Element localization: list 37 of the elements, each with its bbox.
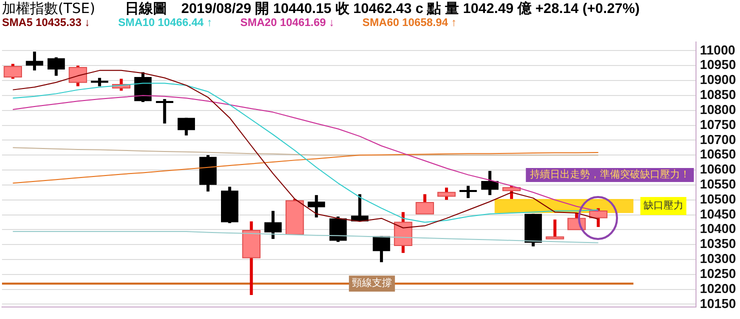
y-tick-label: 11000 [700,42,736,58]
y-tick-label: 10400 [700,221,736,236]
text: SMA20 10461.69 ↓ [240,17,334,29]
y-tick-label: 10300 [700,251,736,266]
candlestick [481,170,499,196]
band-label: 缺口壓力 [643,200,684,212]
annotation: 持續日出走勢，準備突破缺口壓力！ [530,168,690,181]
candlestick [48,57,65,76]
y-tick-label: 10900 [700,72,736,88]
candlestick [329,216,347,242]
y-tick-label: 10750 [700,116,736,132]
y-tick-label: 10700 [700,132,736,147]
text: SMA10 10466.44 ↑ [118,17,212,29]
y-tick-label: 10550 [700,176,736,192]
y-tick-label: 10200 [700,280,736,296]
y-tick-label: 10600 [700,162,736,177]
y-tick-label: 10450 [700,206,736,222]
candlestick [264,210,282,239]
y-tick-label: 10250 [700,266,736,281]
y-tick-label: 10950 [700,57,736,72]
candlestick [156,99,174,124]
y-tick-label: 10800 [700,102,736,117]
candlestick [308,195,326,218]
chart-subtitle: 日線圖 2019/08/29 開 10440.15 收 10462.43 c 點 量 1042.49 億 +28.14 (+0.27%) [125,0,640,16]
y-tick-label: 10350 [700,236,736,252]
candlestick [372,236,390,262]
text: SMA60 10658.94 ↑ [362,17,457,29]
candlestick [178,118,195,136]
chart-title: 加權指數(TSE) [2,1,96,17]
y-tick-label: 10850 [700,87,736,102]
ref-line-label: 頸線支撐 [352,277,392,290]
candlestick [460,186,477,198]
y-tick-label: 10650 [700,146,736,162]
y-tick-label: 10500 [700,191,736,206]
y-tick-label: 10150 [700,296,736,311]
candlestick [26,52,44,70]
text: SMA5 10435.33 ↓ [2,17,90,29]
